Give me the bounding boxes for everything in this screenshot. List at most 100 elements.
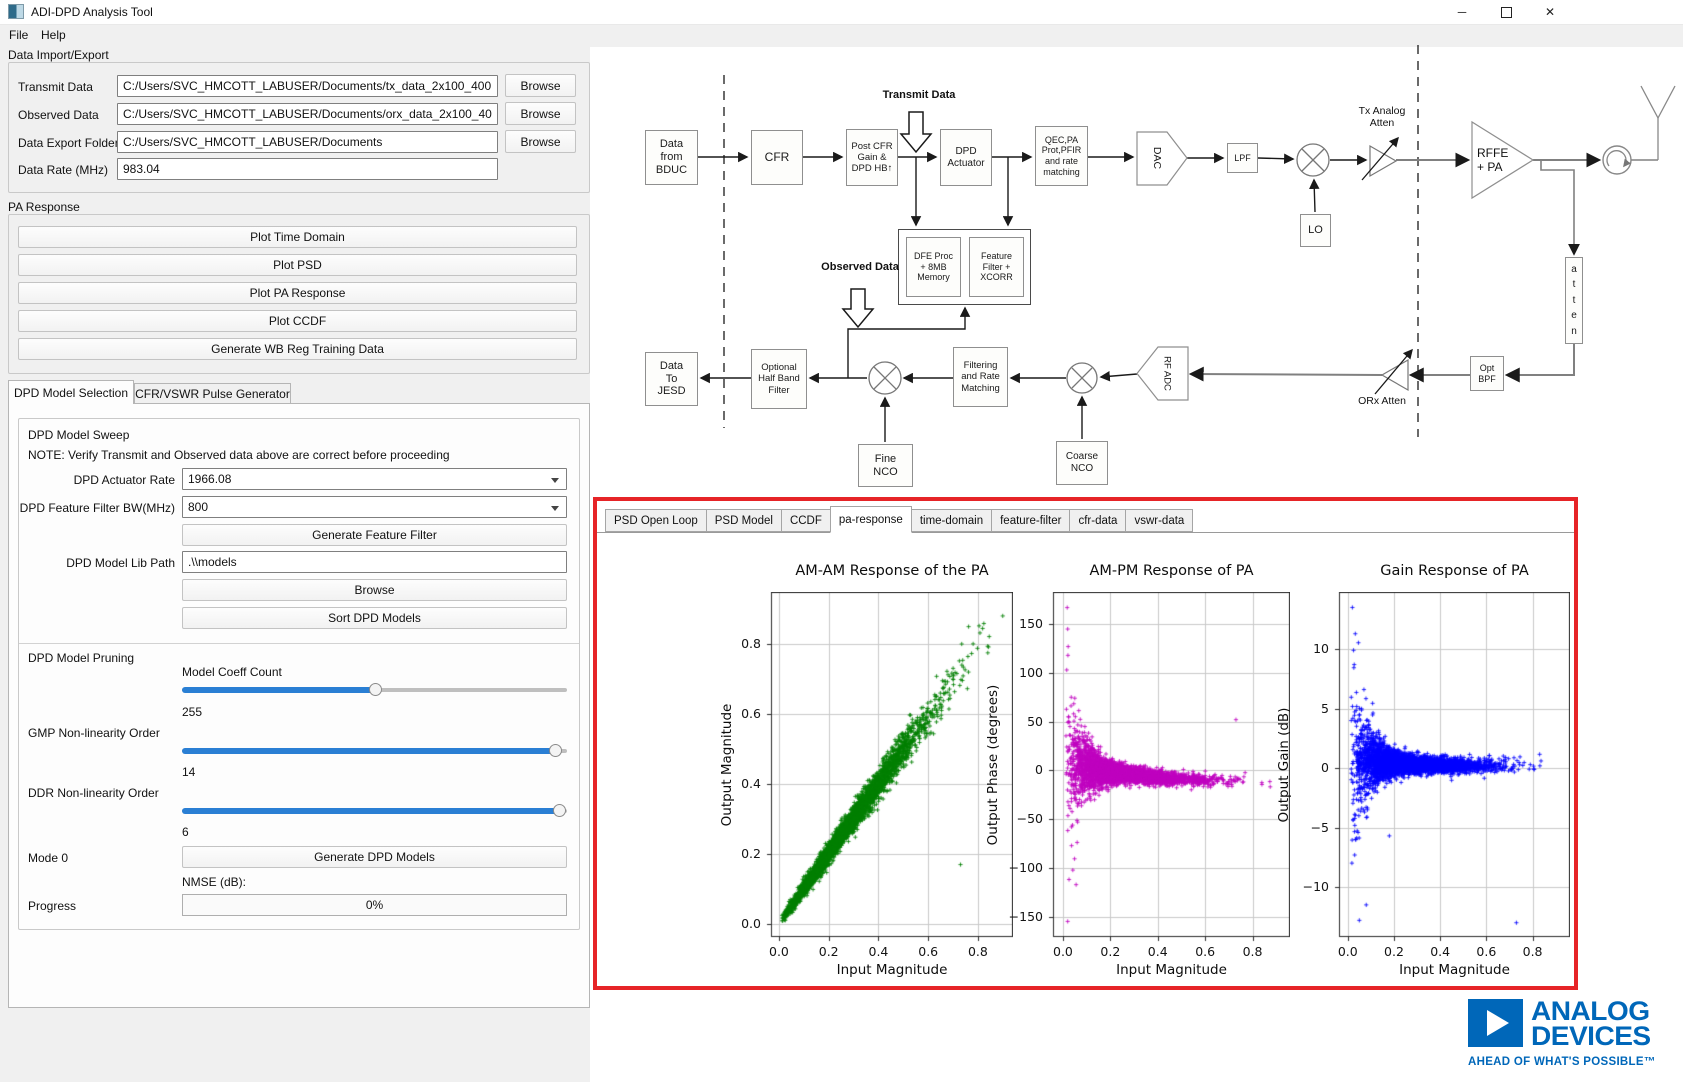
tab-feature-filter[interactable]: feature-filter bbox=[991, 509, 1071, 532]
plot-ccdf-button[interactable]: Plot CCDF bbox=[18, 310, 577, 332]
data-to-jesd-box: Data To JESD bbox=[645, 352, 698, 406]
tab-cfr-vswr[interactable]: CFR/VSWR Pulse Generator bbox=[134, 383, 291, 404]
maximize-button[interactable] bbox=[1484, 0, 1528, 24]
progress-value: 0% bbox=[365, 898, 384, 912]
x-tick-label: 0.8 bbox=[1522, 944, 1543, 959]
menu-help[interactable]: Help bbox=[41, 28, 66, 42]
filtering-rate-matching-box: Filtering and Rate Matching bbox=[953, 347, 1008, 407]
generate-feature-filter-button[interactable]: Generate Feature Filter bbox=[182, 524, 567, 546]
y-tick-label: 0.4 bbox=[741, 776, 761, 792]
sweep-note: NOTE: Verify Transmit and Observed data … bbox=[28, 448, 450, 462]
x-tick-label: 0.8 bbox=[1242, 944, 1263, 959]
plot-title: Gain Response of PA bbox=[1380, 563, 1529, 579]
progress-bar: 0% bbox=[182, 894, 567, 916]
model-coeff-count-label: Model Coeff Count bbox=[182, 665, 282, 679]
x-tick-label: 0.4 bbox=[868, 944, 889, 959]
tab-pa-response[interactable]: pa-response bbox=[829, 506, 912, 533]
chevron-down-icon bbox=[551, 478, 559, 483]
slider-handle[interactable] bbox=[368, 683, 382, 696]
qec-box: QEC,PA Prot,PFIR and rate matching bbox=[1035, 126, 1088, 186]
plot-psd-button[interactable]: Plot PSD bbox=[18, 254, 577, 276]
data-rate-input[interactable] bbox=[117, 158, 498, 180]
dfe-proc-box: DFE Proc + 8MB Memory bbox=[906, 237, 961, 297]
dpd-model-pruning-label: DPD Model Pruning bbox=[28, 651, 135, 665]
gmp-order-label: GMP Non-linearity Order bbox=[28, 726, 160, 740]
lib-path-browse-button[interactable]: Browse bbox=[182, 579, 567, 601]
x-tick-label: 0.6 bbox=[1476, 944, 1497, 959]
model-coeff-count-slider[interactable] bbox=[182, 683, 567, 697]
menu-bar: File Help bbox=[0, 25, 1683, 47]
y-tick-label: −10 bbox=[1302, 879, 1329, 895]
minimize-button[interactable]: ─ bbox=[1457, 5, 1467, 19]
ddr-order-value: 6 bbox=[182, 825, 189, 839]
x-tick-label: 0.0 bbox=[1337, 944, 1358, 959]
y-tick-label: 0.2 bbox=[741, 846, 761, 862]
ddr-order-slider[interactable] bbox=[182, 804, 567, 818]
plot-title: AM-PM Response of PA bbox=[1089, 563, 1254, 579]
tab-cfr-data[interactable]: cfr-data bbox=[1069, 509, 1127, 532]
feature-bw-combo[interactable]: 800 bbox=[182, 496, 567, 518]
observed-data-arrow-icon bbox=[841, 288, 875, 329]
tab-psd-open-loop[interactable]: PSD Open Loop bbox=[605, 509, 707, 532]
menu-file[interactable]: File bbox=[9, 28, 29, 42]
y-tick-label: 5 bbox=[1321, 700, 1329, 716]
transmit-data-input[interactable] bbox=[117, 75, 498, 97]
progress-label: Progress bbox=[28, 899, 77, 913]
lpf-box: LPF bbox=[1227, 143, 1258, 173]
tab-ccdf[interactable]: CCDF bbox=[780, 509, 831, 532]
chevron-down-icon bbox=[551, 506, 559, 511]
lib-path-label: DPD Model Lib Path bbox=[66, 556, 175, 570]
lib-path-input[interactable] bbox=[182, 551, 567, 573]
x-tick-label: 0.6 bbox=[1195, 944, 1216, 959]
x-axis-label: Input Magnitude bbox=[1399, 962, 1510, 978]
plot-tab-bar: PSD Open Loop PSD Model CCDF pa-response… bbox=[597, 506, 1574, 533]
observed-data-browse-button[interactable]: Browse bbox=[505, 102, 576, 125]
title-bar: ADI-DPD Analysis Tool ─ ✕ bbox=[0, 0, 1683, 25]
antenna-icon bbox=[1640, 85, 1676, 160]
x-tick-label: 0.0 bbox=[1053, 944, 1073, 959]
tab-dpd-model-selection[interactable]: DPD Model Selection bbox=[8, 380, 134, 404]
export-folder-browse-button[interactable]: Browse bbox=[505, 130, 576, 153]
transmit-data-arrow-icon bbox=[899, 111, 933, 154]
sort-dpd-models-button[interactable]: Sort DPD Models bbox=[182, 607, 567, 629]
slider-handle[interactable] bbox=[549, 744, 563, 757]
slider-handle[interactable] bbox=[553, 804, 567, 817]
feature-bw-label: DPD Feature Filter BW(MHz) bbox=[19, 501, 175, 515]
y-tick-label: 100 bbox=[1019, 664, 1043, 680]
dpd-actuator-box: DPD Actuator bbox=[940, 129, 992, 186]
x-tick-label: 0.2 bbox=[818, 944, 839, 959]
observed-data-input[interactable] bbox=[117, 103, 498, 125]
transmit-data-browse-button[interactable]: Browse bbox=[505, 74, 576, 97]
export-folder-input[interactable] bbox=[117, 131, 498, 153]
actuator-rate-combo[interactable]: 1966.08 bbox=[182, 468, 567, 490]
tab-psd-model[interactable]: PSD Model bbox=[705, 509, 782, 532]
group-label-data-import: Data Import/Export bbox=[8, 48, 109, 62]
x-tick-label: 0.0 bbox=[769, 944, 789, 959]
generate-wb-reg-button[interactable]: Generate WB Reg Training Data bbox=[18, 338, 577, 360]
rx-coarse-mixer-icon bbox=[1066, 362, 1098, 394]
rx-fine-mixer-icon bbox=[868, 361, 902, 395]
gain-scatter-canvas bbox=[1330, 592, 1570, 946]
slider-fill bbox=[182, 748, 556, 754]
generate-dpd-models-button[interactable]: Generate DPD Models bbox=[182, 846, 567, 868]
x-tick-label: 0.2 bbox=[1100, 944, 1121, 959]
tab-vswr-data[interactable]: vswr-data bbox=[1125, 509, 1194, 532]
rffe-pa-label: RFFE + PA bbox=[1477, 146, 1509, 174]
tab-time-domain[interactable]: time-domain bbox=[910, 509, 993, 532]
x-tick-label: 0.4 bbox=[1430, 944, 1451, 959]
window-title: ADI-DPD Analysis Tool bbox=[31, 5, 153, 19]
coarse-nco-box: Coarse NCO bbox=[1056, 441, 1108, 485]
gmp-order-slider[interactable] bbox=[182, 744, 567, 758]
plot-pa-response-button[interactable]: Plot PA Response bbox=[18, 282, 577, 304]
plot-time-domain-button[interactable]: Plot Time Domain bbox=[18, 226, 577, 248]
logo-analog: ANALOG bbox=[1531, 996, 1650, 1026]
tx-mixer-icon bbox=[1296, 143, 1330, 177]
transmit-data-label: Transmit Data bbox=[18, 80, 93, 94]
actuator-rate-value: 1966.08 bbox=[188, 472, 232, 486]
rf-adc-label: RF ADC bbox=[1162, 356, 1173, 391]
data-import-groupbox bbox=[8, 62, 590, 193]
x-axis-label: Input Magnitude bbox=[1116, 962, 1227, 978]
close-button[interactable]: ✕ bbox=[1544, 5, 1556, 19]
transmit-data-flow-label: Transmit Data bbox=[882, 89, 956, 101]
tx-atten-icon bbox=[1361, 136, 1399, 181]
